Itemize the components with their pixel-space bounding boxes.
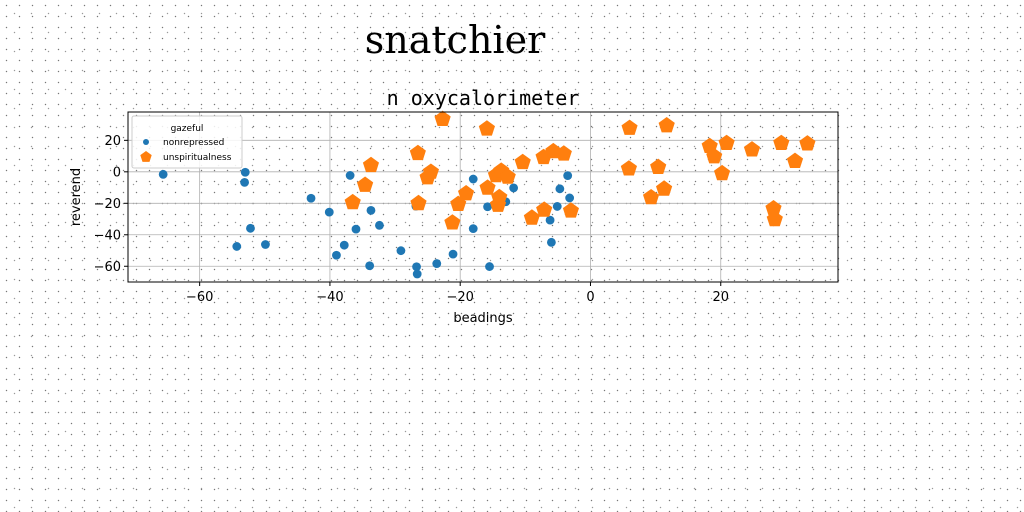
figure-title: snatchier: [364, 18, 546, 62]
scatter-point-nonrepressed: [485, 262, 494, 271]
scatter-point-nonrepressed: [339, 240, 349, 250]
scatter-point-nonrepressed: [332, 250, 341, 260]
scatter-point-nonrepressed: [375, 220, 384, 230]
scatter-point-unspiritualness: [434, 110, 451, 126]
scatter-point-unspiritualness: [344, 193, 361, 210]
scatter-point-unspiritualness: [357, 176, 374, 192]
scatter-point-nonrepressed: [552, 202, 562, 211]
scatter-point-nonrepressed: [555, 184, 565, 194]
scatter-point-unspiritualness: [765, 200, 782, 216]
y-tick-label: −40: [94, 228, 121, 243]
y-axis-label: reverend: [69, 168, 84, 226]
scatter-point-nonrepressed: [261, 240, 270, 249]
scatter-point-unspiritualness: [514, 153, 531, 170]
y-tick-label: −20: [94, 197, 121, 212]
legend-box: [131, 115, 243, 169]
scatter-point-unspiritualness: [786, 152, 804, 168]
scatter-point-nonrepressed: [448, 249, 458, 259]
scatter-point-nonrepressed: [432, 259, 442, 268]
x-tick-label: −20: [446, 290, 473, 305]
scatter-point-nonrepressed: [345, 171, 355, 180]
scatter-point-nonrepressed: [412, 269, 422, 279]
scatter-point-unspiritualness: [555, 145, 572, 161]
axis-ticks: −60 −40 −20 0 20 −60 −40 −20 0 20: [94, 134, 729, 305]
scatter-point-unspiritualness: [478, 120, 495, 136]
y-tick-label: 0: [113, 165, 121, 180]
scatter-point-nonrepressed: [246, 223, 255, 233]
scatter-point-unspiritualness: [479, 179, 496, 195]
scatter-point-unspiritualness: [409, 144, 426, 161]
scatter-point-unspiritualness: [743, 141, 761, 157]
scatter-point-nonrepressed: [240, 167, 250, 177]
scatter-point-nonrepressed: [240, 177, 249, 187]
scatter-point-unspiritualness: [714, 164, 731, 181]
scatter-point-unspiritualness: [656, 180, 673, 196]
scatter-point-nonrepressed: [468, 224, 478, 234]
scatter-point-unspiritualness: [444, 214, 461, 230]
scatter-point-nonrepressed: [351, 224, 361, 234]
legend: gazeful nonrepressed unspiritualness: [131, 115, 243, 169]
x-tick-label: −40: [316, 290, 343, 305]
data-points: [158, 110, 816, 279]
scatter-point-unspiritualness: [621, 119, 638, 135]
scatter-point-unspiritualness: [773, 134, 790, 150]
scatter-point-nonrepressed: [396, 246, 406, 256]
chart-title: n oxycalorimeter: [387, 86, 580, 110]
scatter-point-nonrepressed: [306, 193, 316, 203]
x-tick-label: 20: [712, 290, 729, 305]
scatter-point-nonrepressed: [365, 261, 375, 271]
x-axis-label: beadings: [453, 311, 513, 326]
legend-title: gazeful: [171, 124, 204, 134]
scatter-point-unspiritualness: [650, 158, 667, 174]
scatter-point-nonrepressed: [366, 205, 376, 215]
y-tick-label: −60: [94, 260, 121, 275]
legend-marker-nonrepressed: [143, 139, 149, 145]
scatter-point-unspiritualness: [458, 185, 475, 201]
legend-label-nonrepressed: nonrepressed: [163, 138, 224, 148]
scatter-point-nonrepressed: [158, 169, 168, 179]
scatter-point-nonrepressed: [232, 242, 242, 251]
scatter-point-unspiritualness: [620, 160, 637, 176]
scatter-point-unspiritualness: [658, 117, 675, 133]
scatter-point-unspiritualness: [362, 156, 379, 173]
scatter-point-nonrepressed: [324, 207, 334, 217]
scatter-point-unspiritualness: [643, 189, 660, 205]
x-tick-label: 0: [586, 290, 594, 305]
scatter-point-nonrepressed: [565, 193, 575, 203]
scatter-point-nonrepressed: [545, 215, 555, 225]
scatter-point-unspiritualness: [523, 209, 540, 225]
scatter-point-unspiritualness: [706, 148, 723, 164]
x-tick-label: −60: [186, 290, 213, 305]
scatter-point-unspiritualness: [491, 188, 508, 205]
scatter-point-nonrepressed: [412, 262, 421, 272]
scatter-point-nonrepressed: [468, 174, 478, 184]
y-tick-label: 20: [104, 134, 121, 149]
scatter-point-unspiritualness: [410, 194, 427, 211]
scatter-point-unspiritualness: [799, 135, 816, 151]
scatter-point-unspiritualness: [536, 201, 553, 217]
plot-area-frame: [127, 111, 839, 283]
legend-label-unspiritualness: unspiritualness: [163, 153, 232, 163]
scatter-point-nonrepressed: [546, 237, 556, 247]
scatter-point-nonrepressed: [563, 171, 573, 180]
scatter-point-unspiritualness: [499, 168, 516, 184]
scatter-point-unspiritualness: [766, 210, 783, 227]
scatter-point-nonrepressed: [509, 183, 519, 193]
legend-marker-unspiritualness: [140, 151, 152, 162]
scatter-point-unspiritualness: [718, 134, 735, 150]
scatter-point-unspiritualness: [422, 163, 439, 179]
scatter-point-nonrepressed: [483, 202, 492, 212]
scatter-point-unspiritualness: [562, 202, 579, 218]
